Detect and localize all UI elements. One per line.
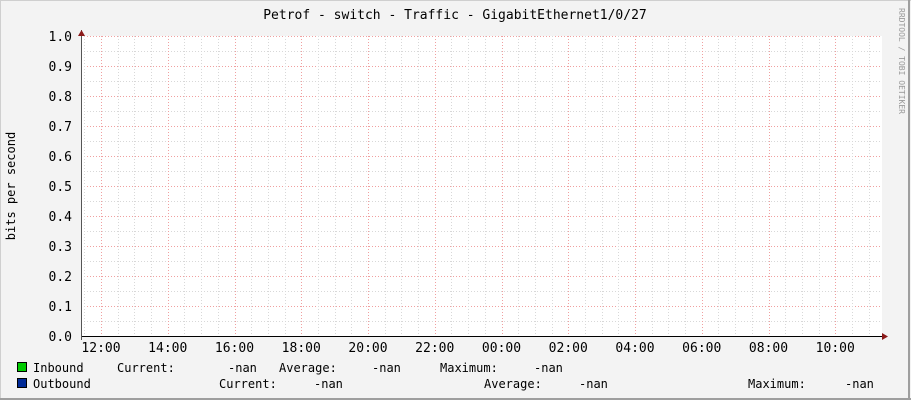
plot-area bbox=[81, 36, 882, 336]
y-tick-label: 0.0 bbox=[49, 330, 72, 345]
x-tick-label: 20:00 bbox=[348, 341, 387, 356]
y-axis-arrow-icon bbox=[78, 30, 85, 36]
y-tick-label: 0.9 bbox=[49, 60, 72, 75]
grid bbox=[81, 36, 882, 337]
y-tick-label: 1.0 bbox=[49, 30, 72, 45]
x-axis-arrow-icon bbox=[882, 333, 888, 340]
x-tick-label: 10:00 bbox=[816, 341, 855, 356]
inbound-average-label: Average: bbox=[279, 361, 337, 375]
outbound-maximum-value: -nan bbox=[845, 377, 874, 391]
outbound-average-label: Average: bbox=[484, 377, 542, 391]
y-tick-label: 0.4 bbox=[49, 210, 73, 225]
outbound-legend-name: Outbound bbox=[33, 377, 91, 391]
chart-title: Petrof - switch - Traffic - GigabitEther… bbox=[263, 8, 647, 23]
y-tick-label: 0.2 bbox=[49, 270, 72, 285]
y-axis-label: bits per second bbox=[4, 132, 18, 240]
y-tick-label: 0.1 bbox=[49, 300, 72, 315]
inbound-average-value: -nan bbox=[372, 361, 401, 375]
y-tick-label: 0.5 bbox=[49, 180, 72, 195]
x-tick-label: 08:00 bbox=[749, 341, 788, 356]
outbound-current-label: Current: bbox=[219, 377, 277, 391]
y-tick-label: 0.7 bbox=[49, 120, 72, 135]
inbound-legend-swatch bbox=[17, 362, 27, 372]
y-tick-label: 0.3 bbox=[49, 240, 72, 255]
inbound-current-value: -nan bbox=[228, 361, 257, 375]
outbound-current-value: -nan bbox=[314, 377, 343, 391]
outbound-average-value: -nan bbox=[579, 377, 608, 391]
outbound-maximum-label: Maximum: bbox=[748, 377, 806, 391]
inbound-legend-name: Inbound bbox=[33, 361, 84, 375]
rrdtool-watermark: RRDTOOL / TOBI OETIKER bbox=[897, 8, 906, 114]
x-tick-label: 16:00 bbox=[215, 341, 254, 356]
inbound-maximum-value: -nan bbox=[534, 361, 563, 375]
x-tick-label: 18:00 bbox=[282, 341, 321, 356]
inbound-current-label: Current: bbox=[117, 361, 175, 375]
x-tick-label: 04:00 bbox=[615, 341, 654, 356]
x-tick-label: 06:00 bbox=[682, 341, 721, 356]
inbound-maximum-label: Maximum: bbox=[440, 361, 498, 375]
y-tick-label: 0.6 bbox=[49, 150, 72, 165]
x-tick-labels: 12:00 14:00 16:00 18:00 20:00 22:00 00:00 02:00… bbox=[81, 341, 854, 356]
outbound-legend-swatch bbox=[17, 378, 27, 388]
y-tick-label: 0.8 bbox=[49, 90, 72, 105]
y-tick-labels: 0.0 0.1 0.2 0.3 0.4 0.5 0.6 0.7 0.8 0.9 1.0 bbox=[49, 30, 73, 345]
x-tick-label: 02:00 bbox=[549, 341, 588, 356]
x-tick-label: 14:00 bbox=[148, 341, 187, 356]
x-tick-label: 22:00 bbox=[415, 341, 454, 356]
x-tick-label: 12:00 bbox=[81, 341, 120, 356]
x-tick-label: 00:00 bbox=[482, 341, 521, 356]
